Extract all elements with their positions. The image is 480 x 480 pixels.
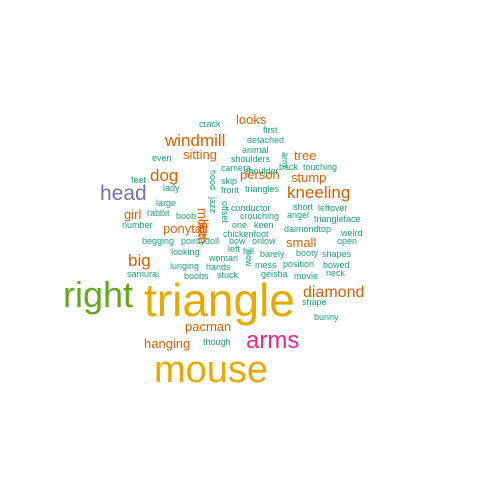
word-booty: booty — [296, 248, 319, 258]
word-crouching: crouching — [240, 211, 279, 221]
word-back: back — [279, 162, 299, 172]
word-though: though — [203, 337, 231, 347]
word-keen: keen — [254, 220, 274, 230]
word-hood: hood — [208, 170, 218, 190]
word-pacman: pacman — [185, 319, 231, 334]
word-animal: animal — [242, 145, 269, 155]
word-chickenfoot: chickenfoot — [223, 229, 269, 239]
word-rabbit: rabbit — [147, 208, 170, 218]
word-now: now — [244, 250, 254, 267]
word-like: like — [196, 219, 211, 239]
word-first: first — [263, 125, 278, 135]
word-head: head — [100, 182, 147, 205]
word-feet: feet — [131, 175, 147, 185]
word-camera: camera — [221, 163, 251, 173]
word-onlow: onlow — [252, 236, 276, 246]
word-looks: looks — [236, 112, 267, 127]
word-hanging: hanging — [144, 336, 190, 351]
word-triangle: triangle — [144, 274, 295, 326]
word-woman: woman — [208, 253, 238, 263]
word-weird: weird — [340, 228, 363, 238]
word-right: right — [63, 274, 133, 315]
word-movie: movie — [294, 271, 318, 281]
word-lady: lady — [163, 183, 180, 193]
word-barely: barely — [260, 249, 285, 259]
word-bunny: bunny — [314, 312, 339, 322]
word-stump: stump — [291, 170, 326, 185]
word-even: even — [152, 153, 172, 163]
word-samurai: samurai — [127, 269, 159, 279]
word-triangles: triangles — [245, 184, 280, 194]
word-boob: boob — [176, 211, 196, 221]
word-tree: tree — [294, 148, 316, 163]
word-bowed: bowed — [323, 260, 350, 270]
word-stuck: stuck — [217, 270, 239, 280]
word-detached: detached — [247, 135, 284, 145]
word-dog: dog — [150, 166, 178, 185]
word-daimondtop: daimondtop — [284, 224, 331, 234]
word-short: short — [293, 202, 314, 212]
word-person: person — [240, 167, 280, 182]
word-small: small — [286, 235, 316, 250]
word-windmill: windmill — [164, 131, 225, 150]
word-position: position — [283, 259, 314, 269]
word-diamond: diamond — [303, 284, 364, 301]
word-looking: looking — [171, 247, 200, 257]
word-hill: hill — [243, 246, 254, 256]
word-left: left — [228, 244, 241, 254]
word-mouse: mouse — [154, 349, 268, 391]
word-touching: touching — [303, 162, 337, 172]
word-mouth: mouth — [195, 208, 210, 244]
word-skip: skip — [221, 176, 237, 186]
word-boobs: boobs — [184, 271, 209, 281]
word-angel: angel — [287, 210, 309, 220]
word-bow: bow — [229, 236, 246, 246]
word-hands: hands — [206, 262, 231, 272]
word-big: big — [128, 251, 151, 270]
word-conductor: conductor — [231, 203, 271, 213]
word-shapes: shapes — [322, 249, 352, 259]
word-front: front — [221, 185, 240, 195]
word-open: open — [337, 236, 357, 246]
word-shape: shape — [302, 297, 327, 307]
word-begging: begging — [142, 236, 174, 246]
word-pointydoll: pointydoll — [181, 236, 219, 246]
word-offset: offset — [220, 201, 230, 223]
word-mess: mess — [255, 260, 277, 270]
word-girl: girl — [124, 207, 141, 222]
word-geisha: geisha — [261, 269, 288, 279]
word-sitting: sitting — [183, 147, 217, 162]
word-shoulders: shoulders — [231, 154, 271, 164]
word-arms: arms — [246, 327, 299, 354]
word-arm: arm — [280, 152, 290, 168]
word-number: number — [122, 220, 153, 230]
word-jazz: jazz — [208, 196, 218, 214]
word-crack: crack — [199, 119, 221, 129]
word-shoulder: shoulder — [244, 166, 279, 176]
word-leftover: leftover — [318, 203, 348, 213]
word-one: one — [232, 220, 247, 230]
word-kneeling: kneeling — [287, 183, 350, 202]
word-ponytail: ponytail — [163, 221, 208, 236]
word-large: large — [156, 198, 176, 208]
word-neck: neck — [326, 268, 346, 278]
word-triangleface: triangleface — [314, 214, 361, 224]
word-lunging: lunging — [170, 261, 199, 271]
